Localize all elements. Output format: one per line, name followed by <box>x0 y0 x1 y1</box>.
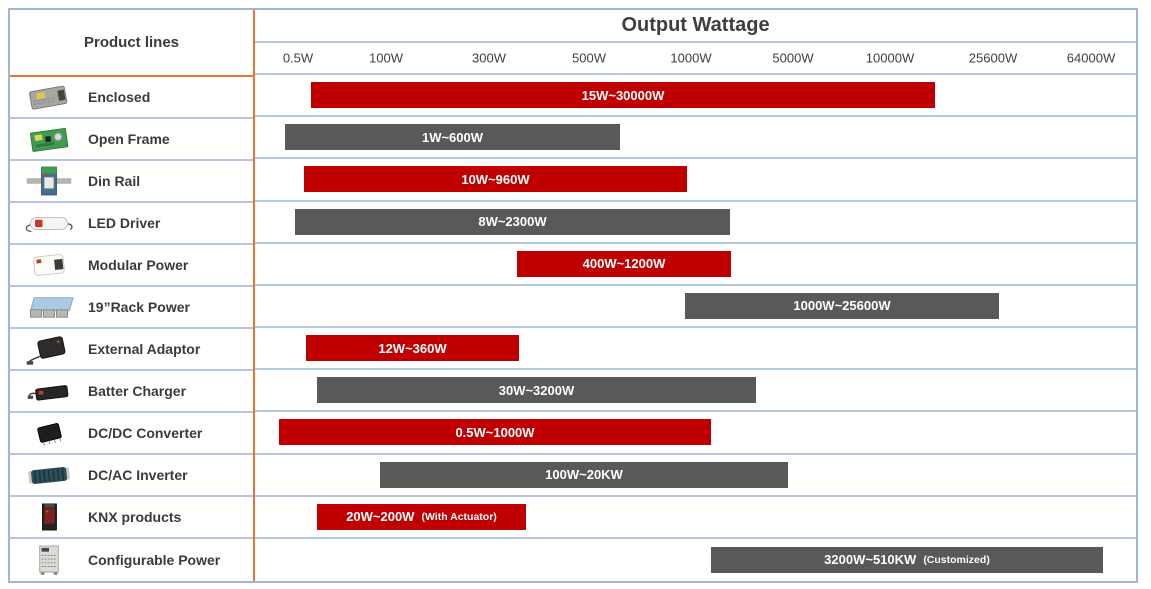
product-row-configurable-power: Configurable Power <box>10 539 253 581</box>
axis-tick: 300W <box>472 50 506 66</box>
product-row-led-driver: LED Driver <box>10 203 253 245</box>
range-bar-open-frame: 1W~600W <box>285 124 620 151</box>
knx-product-icon <box>10 500 88 534</box>
product-lines-column: Product lines Enclosed <box>10 10 255 581</box>
chart-row: 3200W~510KW (Customized) <box>255 539 1136 581</box>
range-bar-label: 0.5W~1000W <box>455 424 535 440</box>
chart-row: 12W~360W <box>255 328 1136 371</box>
product-row-rack-power: 19”Rack Power <box>10 287 253 329</box>
chart-row: 10W~960W <box>255 159 1136 202</box>
axis-tick: 100W <box>369 50 403 66</box>
product-row-battery-charger: Batter Charger <box>10 371 253 413</box>
axis-tick: 0.5W <box>282 50 314 66</box>
range-bar-label: 30W~3200W <box>498 382 575 398</box>
chart-row: 15W~30000W <box>255 75 1136 118</box>
open-frame-psu-icon <box>10 122 88 156</box>
product-row-din-rail: Din Rail <box>10 161 253 203</box>
range-bar-label: 1000W~25600W <box>793 298 891 314</box>
axis-tick: 500W <box>572 50 606 66</box>
range-bar-label: 3200W~510KW <box>824 552 917 568</box>
product-row-dcac-inverter: DC/AC Inverter <box>10 455 253 497</box>
chart-row: 1W~600W <box>255 117 1136 160</box>
din-rail-psu-icon <box>10 164 88 198</box>
range-bar-note: (With Actuator) <box>421 510 497 523</box>
battery-charger-icon <box>10 374 88 408</box>
modular-power-icon <box>10 248 88 282</box>
product-label: External Adaptor <box>88 341 201 357</box>
product-row-enclosed: Enclosed <box>10 77 253 119</box>
product-rows: Enclosed Open Frame <box>10 77 253 581</box>
product-label: 19”Rack Power <box>88 299 190 315</box>
range-bar-note: (Customized) <box>923 553 990 566</box>
enclosed-psu-icon <box>10 80 88 114</box>
chart-row: 400W~1200W <box>255 244 1136 286</box>
axis-tick: 25600W <box>968 50 1018 66</box>
range-bar-din-rail: 10W~960W <box>304 166 687 193</box>
chart-row: 1000W~25600W <box>255 286 1136 328</box>
axis-tick: 10000W <box>865 50 915 66</box>
range-bar-label: 15W~30000W <box>581 87 665 103</box>
output-wattage-title: Output Wattage <box>255 10 1136 43</box>
product-label: Batter Charger <box>88 383 187 399</box>
chart-row: 0.5W~1000W <box>255 412 1136 455</box>
product-row-open-frame: Open Frame <box>10 119 253 161</box>
product-label: DC/AC Inverter <box>88 467 188 483</box>
product-label: Din Rail <box>88 173 141 189</box>
dcdc-converter-icon <box>10 416 88 450</box>
chart-row: 20W~200W (With Actuator) <box>255 497 1136 539</box>
range-bar-label: 8W~2300W <box>478 214 547 230</box>
wattage-table: Product lines Enclosed <box>8 8 1138 583</box>
product-label: Modular Power <box>88 257 189 273</box>
product-label: Enclosed <box>88 89 151 105</box>
range-bar-configurable-power: 3200W~510KW (Customized) <box>711 546 1103 573</box>
product-row-dcdc-converter: DC/DC Converter <box>10 413 253 455</box>
product-lines-header: Product lines <box>10 10 253 77</box>
product-row-knx-products: KNX products <box>10 497 253 539</box>
led-driver-icon <box>10 206 88 240</box>
dcac-inverter-icon <box>10 458 88 492</box>
output-wattage-column: Output Wattage 0.5W 100W 300W 500W 1000W… <box>255 10 1136 581</box>
range-bar-dcac-inverter: 100W~20KW <box>380 461 788 488</box>
range-bar-enclosed: 15W~30000W <box>311 82 935 109</box>
chart-row: 30W~3200W <box>255 370 1136 413</box>
range-bar-rack-power: 1000W~25600W <box>685 292 999 319</box>
range-bar-label: 20W~200W <box>346 509 415 525</box>
wattage-axis: 0.5W 100W 300W 500W 1000W 5000W 10000W 2… <box>255 43 1136 75</box>
range-bar-external-adaptor: 12W~360W <box>306 335 519 362</box>
chart-row: 100W~20KW <box>255 455 1136 497</box>
axis-tick: 64000W <box>1066 50 1116 66</box>
product-label: DC/DC Converter <box>88 425 203 441</box>
range-bar-knx-products: 20W~200W (With Actuator) <box>317 503 526 530</box>
range-bar-label: 100W~20KW <box>545 467 623 483</box>
product-row-modular-power: Modular Power <box>10 245 253 287</box>
range-bar-label: 400W~1200W <box>582 256 666 272</box>
range-bar-rows: 15W~30000W 1W~600W 10W~960W 8W~2300W <box>255 75 1136 581</box>
range-bar-modular-power: 400W~1200W <box>517 250 731 277</box>
range-bar-battery-charger: 30W~3200W <box>317 377 756 404</box>
range-bar-label: 10W~960W <box>461 171 530 187</box>
product-label: Open Frame <box>88 131 170 147</box>
range-bar-led-driver: 8W~2300W <box>295 208 730 235</box>
product-label: LED Driver <box>88 215 161 231</box>
product-label: KNX products <box>88 509 182 525</box>
range-bar-dcdc-converter: 0.5W~1000W <box>279 419 711 446</box>
product-label: Configurable Power <box>88 552 221 568</box>
external-adaptor-icon <box>10 332 88 366</box>
configurable-power-icon <box>10 543 88 577</box>
range-bar-label: 12W~360W <box>378 340 447 356</box>
axis-tick: 5000W <box>772 50 814 66</box>
range-bar-label: 1W~600W <box>421 129 484 145</box>
chart-row: 8W~2300W <box>255 202 1136 244</box>
axis-tick: 1000W <box>670 50 712 66</box>
product-row-external-adaptor: External Adaptor <box>10 329 253 371</box>
rack-power-icon <box>10 290 88 324</box>
